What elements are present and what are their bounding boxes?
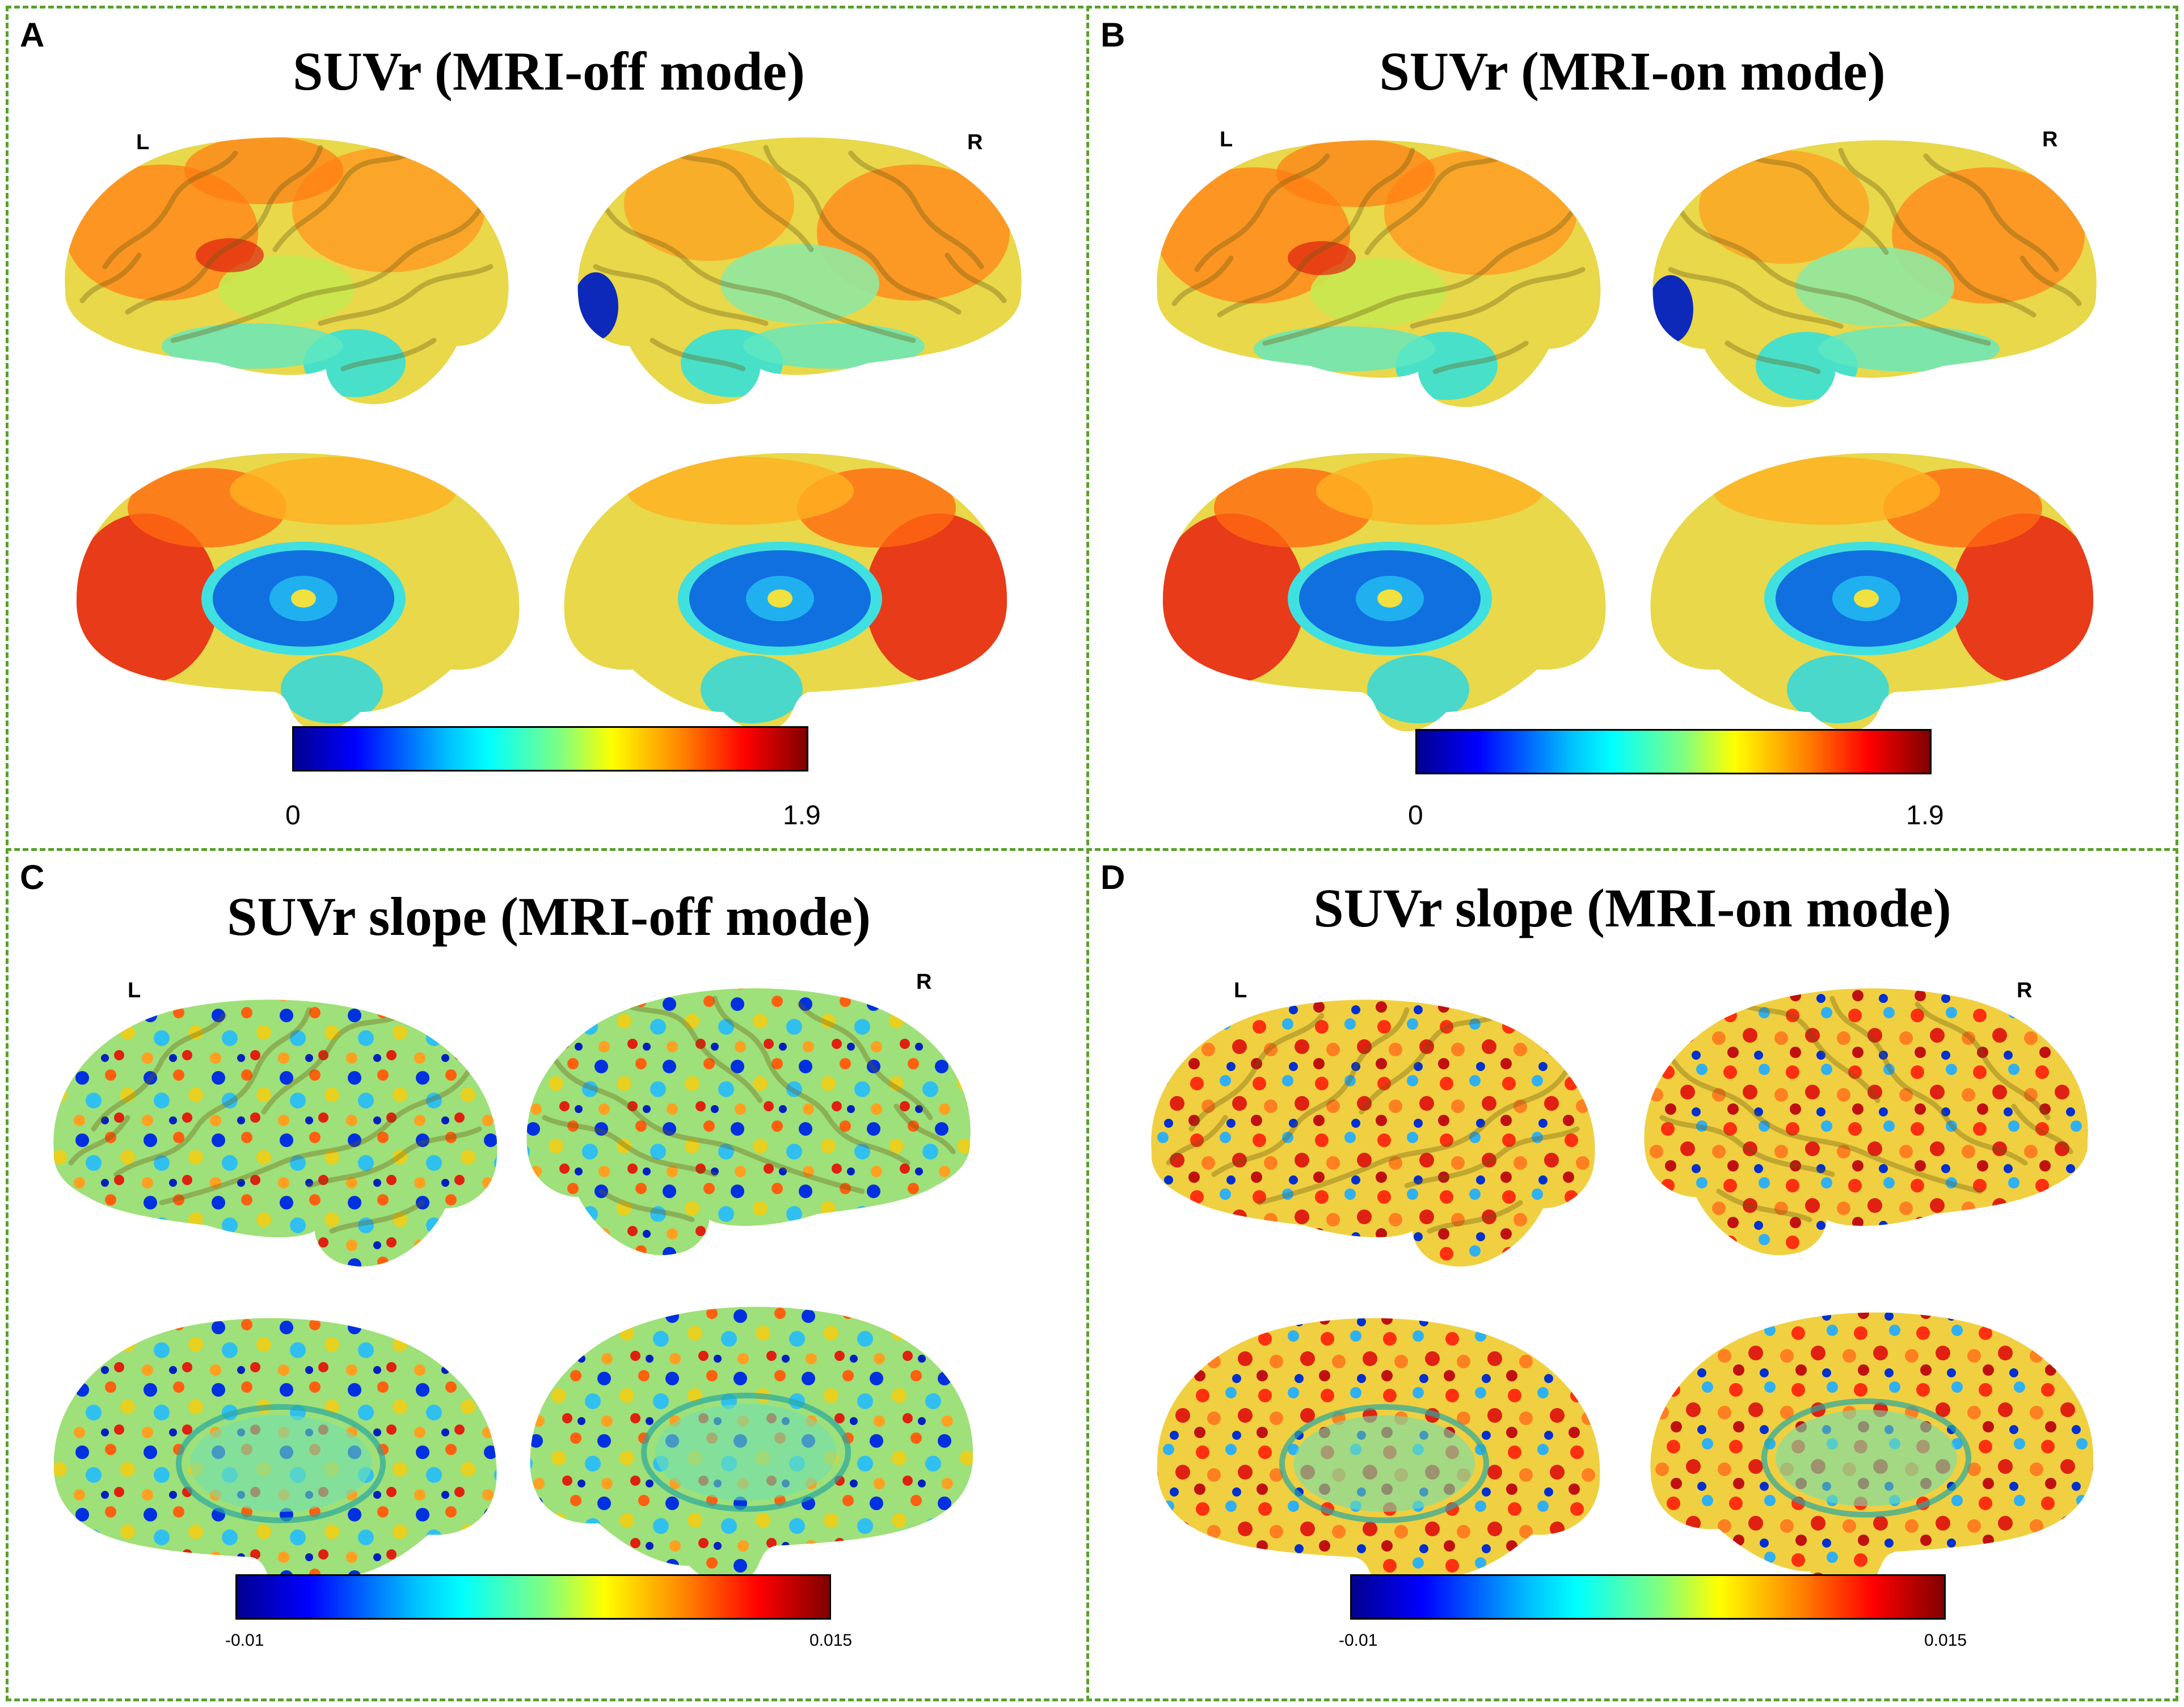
left-hemisphere-label: L xyxy=(1220,128,1233,151)
colorbar xyxy=(292,726,808,772)
medial-right-brain xyxy=(525,1288,979,1594)
panel-label: C xyxy=(20,858,45,896)
lateral-right-brain xyxy=(1648,140,2097,407)
colorbar xyxy=(1415,729,1932,774)
panel-c: C SUVr slope (MRI-off mode) L R -0.01 0.… xyxy=(6,848,1092,1701)
medial-right-brain xyxy=(1650,453,2099,732)
medial-left-brain xyxy=(71,453,520,732)
medial-right-brain xyxy=(564,453,1013,732)
left-hemisphere-label: L xyxy=(136,130,150,154)
lateral-left-brain xyxy=(1157,139,1601,407)
medial-left-brain xyxy=(48,1299,502,1605)
medial-left-brain xyxy=(1152,1299,1605,1605)
left-hemisphere-label: L xyxy=(128,979,141,1002)
panel-label: A xyxy=(20,16,45,54)
lateral-right-brain xyxy=(522,976,976,1271)
colorbar-max-label: 0.015 xyxy=(809,1631,853,1650)
lateral-left-brain xyxy=(1146,987,1600,1282)
right-hemisphere-label: R xyxy=(2017,979,2033,1002)
colorbar-min-label: -0.01 xyxy=(1339,1631,1378,1650)
panel-label: B xyxy=(1101,16,1125,54)
panel-d: D SUVr slope (MRI-on mode) L R -0.01 0.0… xyxy=(1086,848,2178,1701)
lateral-right-brain xyxy=(1639,976,2093,1271)
colorbar-max-label: 1.9 xyxy=(1906,800,1944,831)
left-hemisphere-label: L xyxy=(1234,979,1247,1002)
medial-left-brain xyxy=(1157,453,1606,732)
colorbar xyxy=(235,1574,831,1620)
panel-title: SUVr (MRI-off mode) xyxy=(293,41,805,102)
brain-surface-renderings xyxy=(1157,9,2178,732)
colorbar-min-label: 0 xyxy=(285,800,301,831)
panel-a: A SUVr (MRI-off mode) L R 0 1.9 xyxy=(6,6,1092,854)
medial-right-brain xyxy=(1645,1293,2099,1600)
panel-label: D xyxy=(1101,858,1125,896)
lateral-left-brain xyxy=(65,136,509,404)
panel-title: SUVr slope (MRI-off mode) xyxy=(227,886,871,947)
colorbar-max-label: 0.015 xyxy=(1924,1631,1967,1650)
lateral-left-brain xyxy=(48,987,502,1282)
right-hemisphere-label: R xyxy=(967,130,983,154)
lateral-right-brain xyxy=(573,137,1022,404)
panel-title: SUVr (MRI-on mode) xyxy=(1379,41,1886,102)
panel-title: SUVr slope (MRI-on mode) xyxy=(1313,878,1951,938)
right-hemisphere-label: R xyxy=(916,970,932,994)
panel-b: B SUVr (MRI-on mode) L R 0 1.9 xyxy=(1086,6,2178,854)
colorbar-min-label: -0.01 xyxy=(225,1631,264,1650)
colorbar xyxy=(1350,1574,1946,1620)
right-hemisphere-label: R xyxy=(2042,128,2058,151)
colorbar-min-label: 0 xyxy=(1408,800,1423,831)
colorbar-max-label: 1.9 xyxy=(783,800,821,831)
